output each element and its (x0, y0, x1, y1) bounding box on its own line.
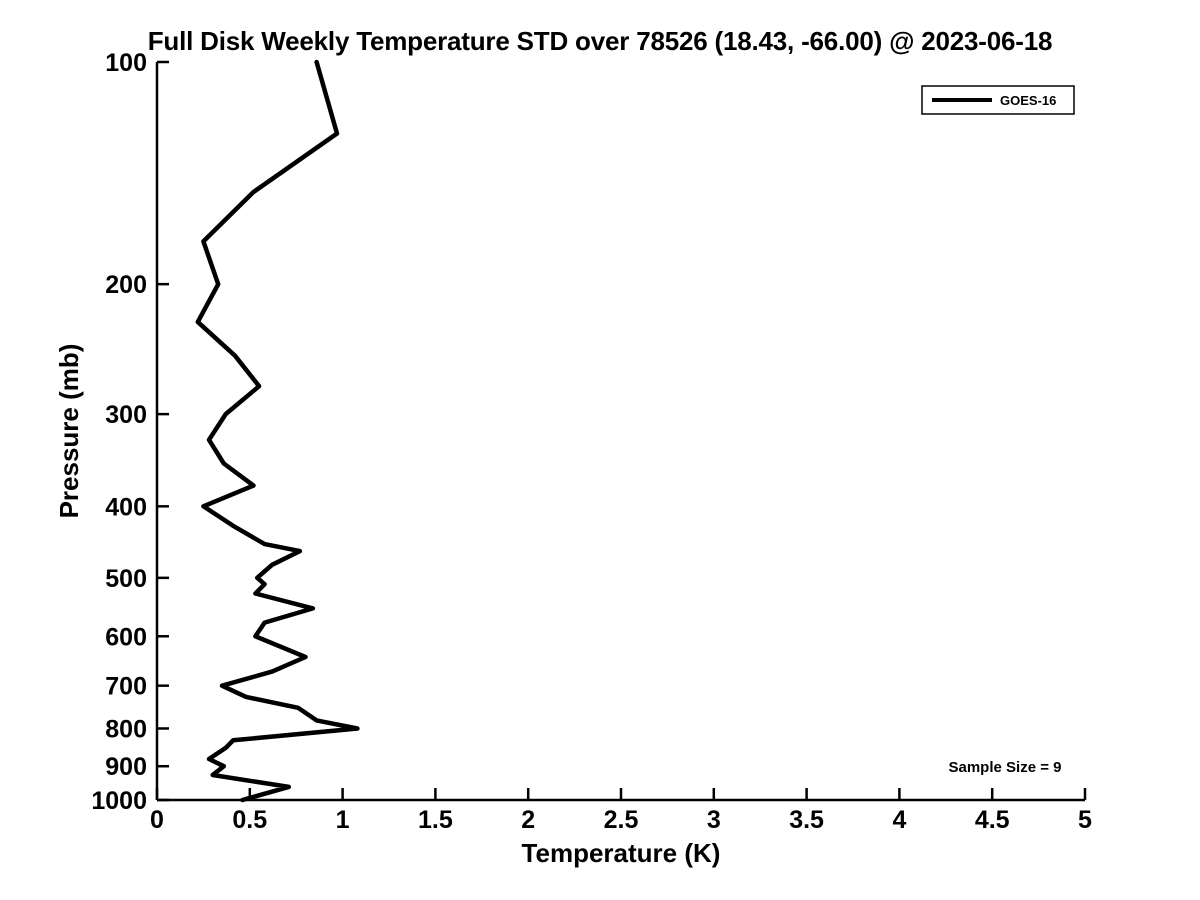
y-tick-label: 200 (105, 271, 147, 299)
x-tick-label: 2 (521, 806, 535, 834)
plot-axes-frame (155, 62, 1085, 802)
x-tick-label: 0.5 (232, 806, 267, 834)
y-tick-label: 600 (105, 623, 147, 651)
x-tick-label: 5 (1078, 806, 1092, 834)
y-tick-label: 400 (105, 493, 147, 521)
y-tick-label: 700 (105, 673, 147, 701)
x-axis-ticks (155, 788, 1087, 800)
y-tick-label: 300 (105, 401, 147, 429)
x-tick-label: 4.5 (975, 806, 1010, 834)
y-axis-tick-labels: 100 200 300 400 500 600 700 800 900 1000 (91, 49, 147, 815)
page-title: Full Disk Weekly Temperature STD over 78… (147, 26, 1053, 56)
y-axis-title: Pressure (mb) (54, 344, 84, 519)
x-tick-label: 3 (707, 806, 721, 834)
x-tick-label: 4 (892, 806, 906, 834)
legend: GOES-16 (921, 85, 1075, 115)
x-axis-tick-labels: 0 0.5 1 1.5 2 2.5 3 3.5 4 4.5 5 (150, 806, 1092, 834)
y-tick-label: 1000 (91, 787, 147, 815)
y-tick-label: 800 (105, 715, 147, 743)
data-series-line-goes-16 (195, 59, 360, 803)
x-tick-label: 0 (150, 806, 164, 834)
x-tick-label: 3.5 (789, 806, 824, 834)
x-axis-title: Temperature (K) (522, 838, 721, 868)
x-tick-label: 2.5 (604, 806, 639, 834)
x-tick-label: 1 (336, 806, 350, 834)
y-tick-label: 100 (105, 49, 147, 77)
y-tick-label: 900 (105, 753, 147, 781)
y-axis-ticks (157, 60, 169, 802)
legend-label-goes-16: GOES-16 (1000, 93, 1056, 108)
sample-size-annotation: Sample Size = 9 (949, 759, 1062, 776)
y-tick-label: 500 (105, 565, 147, 593)
x-tick-label: 1.5 (418, 806, 453, 834)
